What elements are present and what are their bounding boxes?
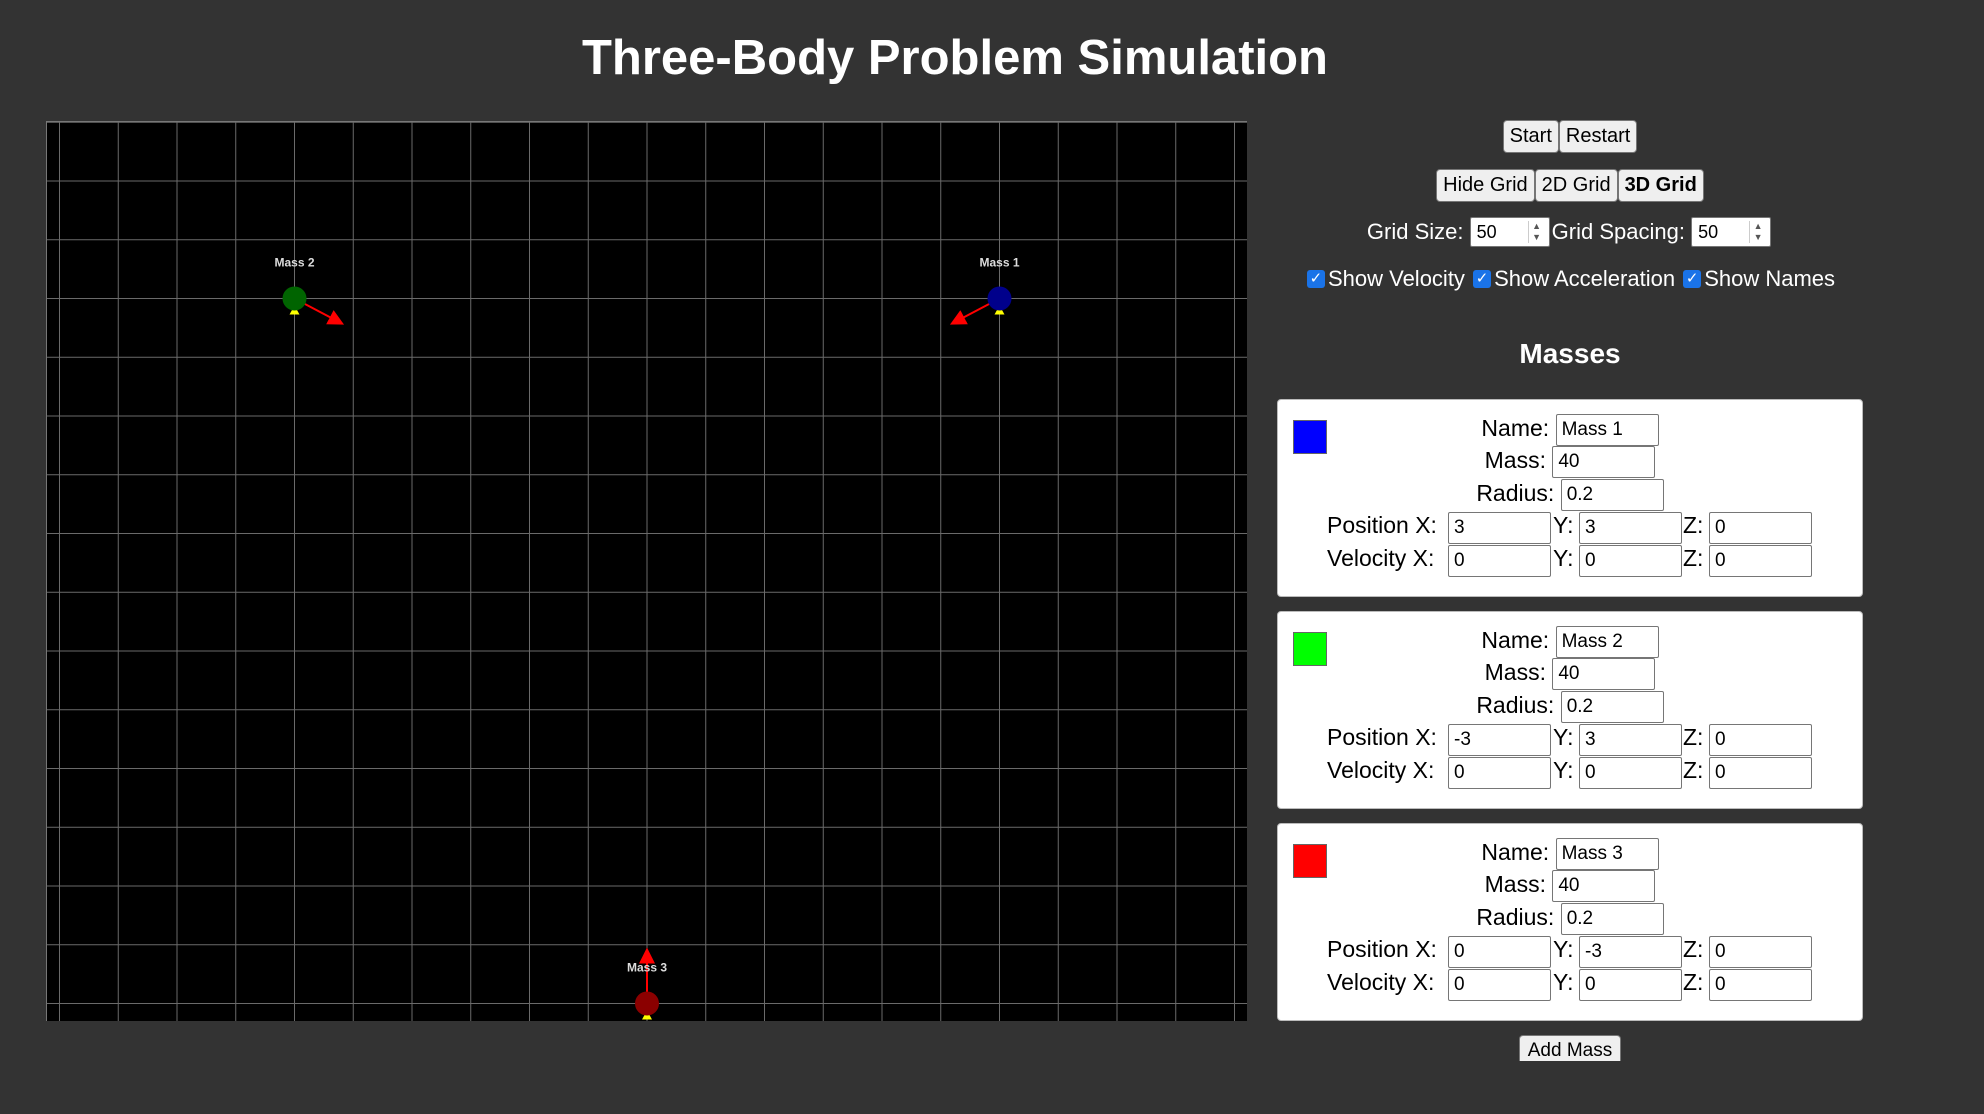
mass-color-swatch[interactable] bbox=[1293, 420, 1327, 454]
velocity-z-label: Z: bbox=[1683, 969, 1704, 995]
start-button[interactable]: Start bbox=[1502, 120, 1559, 153]
position-y-label: Y: bbox=[1553, 936, 1574, 962]
position-y-input[interactable]: -3 bbox=[1579, 936, 1682, 968]
show-acceleration-checkbox[interactable]: ✓ bbox=[1473, 270, 1492, 289]
show-acceleration-label: Show Acceleration bbox=[1494, 266, 1676, 292]
velocity-z-input[interactable]: 0 bbox=[1709, 757, 1812, 789]
grid-spacing-input[interactable]: 50 ▲ ▼ bbox=[1691, 217, 1772, 247]
mass-card-2: Name: Mass 2 Mass: 40 Radius: 0.2 Positi… bbox=[1277, 611, 1863, 809]
mass-label: Mass: bbox=[1484, 447, 1546, 474]
name-input[interactable]: Mass 2 bbox=[1555, 626, 1659, 658]
position-y-label: Y: bbox=[1553, 512, 1574, 538]
velocity-z-input[interactable]: 0 bbox=[1709, 969, 1812, 1001]
radius-input[interactable]: 0.2 bbox=[1560, 479, 1664, 511]
position-z-input[interactable]: 0 bbox=[1709, 936, 1812, 968]
name-label: Name: bbox=[1481, 839, 1550, 866]
grid-spacing-label: Grid Spacing: bbox=[1551, 219, 1685, 244]
velocity-y-input[interactable]: 0 bbox=[1579, 969, 1682, 1001]
radius-label: Radius: bbox=[1476, 692, 1555, 719]
display-toggles: ✓ Show Velocity ✓ Show Acceleration ✓ Show … bbox=[1270, 265, 1870, 292]
position-x-input[interactable]: 3 bbox=[1448, 512, 1551, 544]
simulation-canvas[interactable]: Mass 1 Mass 2 Mass 3 bbox=[46, 121, 1247, 1021]
mass-name-label: Mass 3 bbox=[627, 961, 667, 975]
radius-label: Radius: bbox=[1476, 480, 1555, 507]
position-x-label: Position X: bbox=[1327, 512, 1437, 538]
position-z-label: Z: bbox=[1683, 512, 1704, 538]
velocity-x-label: Velocity X: bbox=[1327, 545, 1435, 571]
velocity-z-label: Z: bbox=[1683, 757, 1704, 783]
add-mass-button[interactable]: Add Mass bbox=[1519, 1035, 1621, 1061]
grid-spacing-value: 50 bbox=[1698, 222, 1719, 242]
velocity-y-input[interactable]: 0 bbox=[1579, 757, 1682, 789]
mass-label: Mass: bbox=[1484, 659, 1546, 686]
grid-size-input[interactable]: 50 ▲ ▼ bbox=[1469, 217, 1550, 247]
mass-color-swatch[interactable] bbox=[1293, 844, 1327, 878]
grid-2d-button[interactable]: 2D Grid bbox=[1534, 169, 1618, 202]
position-x-input[interactable]: 0 bbox=[1448, 936, 1551, 968]
position-y-input[interactable]: 3 bbox=[1579, 512, 1682, 544]
mass-card-1: Name: Mass 1 Mass: 40 Radius: 0.2 Positi… bbox=[1277, 399, 1863, 597]
name-label: Name: bbox=[1481, 627, 1550, 654]
grid-size-label: Grid Size: bbox=[1366, 219, 1464, 244]
position-z-label: Z: bbox=[1683, 724, 1704, 750]
mass-card-3: Name: Mass 3 Mass: 40 Radius: 0.2 Positi… bbox=[1277, 823, 1863, 1021]
velocity-y-label: Y: bbox=[1553, 757, 1574, 783]
radius-label: Radius: bbox=[1476, 904, 1555, 931]
position-x-label: Position X: bbox=[1327, 936, 1437, 962]
grid-size-value: 50 bbox=[1476, 222, 1497, 242]
name-input[interactable]: Mass 1 bbox=[1555, 414, 1659, 446]
name-label: Name: bbox=[1481, 415, 1550, 442]
radius-input[interactable]: 0.2 bbox=[1560, 903, 1664, 935]
mass-body bbox=[987, 286, 1012, 311]
position-y-input[interactable]: 3 bbox=[1579, 724, 1682, 756]
velocity-x-input[interactable]: 0 bbox=[1448, 545, 1551, 577]
grid-mode-controls: Hide Grid 2D Grid 3D Grid bbox=[1270, 169, 1870, 202]
mass-color-swatch[interactable] bbox=[1293, 632, 1327, 666]
position-x-input[interactable]: -3 bbox=[1448, 724, 1551, 756]
name-input[interactable]: Mass 3 bbox=[1555, 838, 1659, 870]
velocity-y-input[interactable]: 0 bbox=[1579, 545, 1682, 577]
show-velocity-checkbox[interactable]: ✓ bbox=[1306, 270, 1325, 289]
mass-name-label: Mass 1 bbox=[979, 256, 1019, 270]
page-title: Three-Body Problem Simulation bbox=[582, 31, 1328, 85]
restart-button[interactable]: Restart bbox=[1558, 120, 1638, 153]
playback-controls: Start Restart bbox=[1270, 120, 1870, 153]
velocity-x-input[interactable]: 0 bbox=[1448, 969, 1551, 1001]
velocity-y-label: Y: bbox=[1553, 969, 1574, 995]
position-z-input[interactable]: 0 bbox=[1709, 724, 1812, 756]
show-velocity-label: Show Velocity bbox=[1327, 266, 1465, 292]
position-z-input[interactable]: 0 bbox=[1709, 512, 1812, 544]
velocity-x-label: Velocity X: bbox=[1327, 757, 1435, 783]
mass-body bbox=[635, 991, 659, 1016]
show-names-label: Show Names bbox=[1704, 266, 1836, 292]
grid-size-spinner-icon[interactable]: ▲ ▼ bbox=[1527, 221, 1545, 243]
mass-input[interactable]: 40 bbox=[1552, 446, 1656, 478]
radius-input[interactable]: 0.2 bbox=[1560, 691, 1664, 723]
velocity-z-label: Z: bbox=[1683, 545, 1704, 571]
grid-settings: Grid Size: 50 ▲ ▼ Grid Spacing: 50 ▲ ▼ bbox=[1270, 217, 1870, 247]
velocity-z-input[interactable]: 0 bbox=[1709, 545, 1812, 577]
masses-heading: Masses bbox=[1519, 338, 1621, 369]
position-x-label: Position X: bbox=[1327, 724, 1437, 750]
mass-label: Mass: bbox=[1484, 871, 1546, 898]
grid-3d-button[interactable]: 3D Grid bbox=[1617, 169, 1704, 202]
grid-spacing-spinner-icon[interactable]: ▲ ▼ bbox=[1749, 221, 1766, 243]
position-y-label: Y: bbox=[1553, 724, 1574, 750]
mass-input[interactable]: 40 bbox=[1552, 658, 1656, 690]
simulation-view[interactable]: Mass 1 Mass 2 Mass 3 bbox=[47, 122, 1247, 1021]
mass-input[interactable]: 40 bbox=[1552, 870, 1656, 902]
show-names-checkbox[interactable]: ✓ bbox=[1683, 270, 1702, 289]
position-z-label: Z: bbox=[1683, 936, 1704, 962]
hide-grid-button[interactable]: Hide Grid bbox=[1436, 169, 1535, 202]
mass-body bbox=[282, 286, 307, 311]
velocity-x-label: Velocity X: bbox=[1327, 969, 1435, 995]
velocity-x-input[interactable]: 0 bbox=[1448, 757, 1551, 789]
mass-name-label: Mass 2 bbox=[274, 256, 314, 270]
velocity-y-label: Y: bbox=[1553, 545, 1574, 571]
